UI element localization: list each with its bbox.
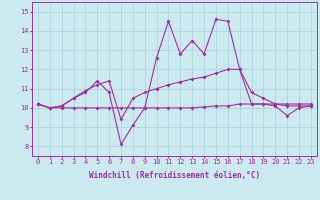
- X-axis label: Windchill (Refroidissement éolien,°C): Windchill (Refroidissement éolien,°C): [89, 171, 260, 180]
